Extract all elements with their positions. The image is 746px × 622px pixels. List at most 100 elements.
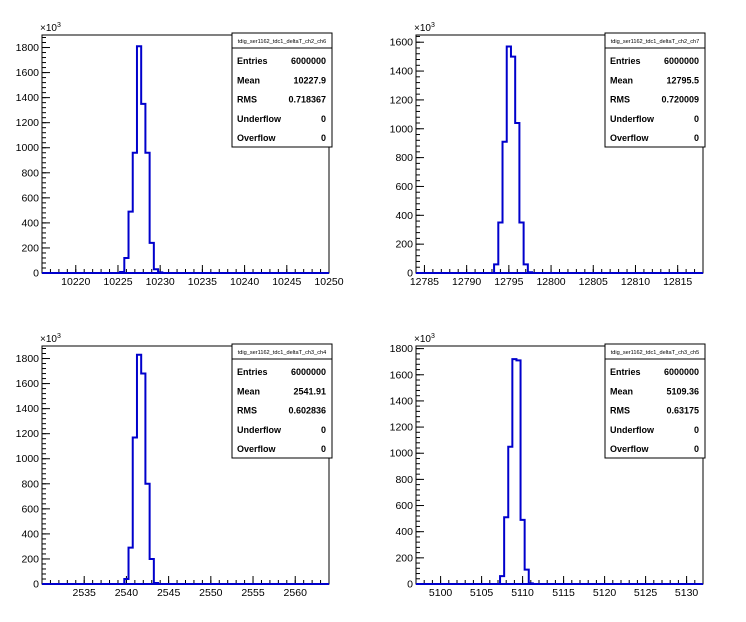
stats-label: RMS [610,406,630,416]
y-tick-label: 1000 [390,123,414,135]
histogram-bin [524,264,528,273]
histogram-bin [120,272,124,273]
y-exponent-label: ×103 [414,333,435,345]
y-tick-label: 0 [407,579,413,591]
y-tick-label: 1000 [390,448,414,460]
stats-value: 2541.91 [293,386,326,396]
x-tick-label: 10245 [272,276,301,288]
stats-label: RMS [237,95,257,105]
y-tick-label: 1600 [390,369,414,381]
x-tick-label: 12795 [494,276,523,288]
stats-value: 0.720009 [661,95,699,105]
histogram-bin [494,264,498,273]
histogram-bin [512,359,516,584]
histogram-bin [150,559,154,584]
y-tick-label: 800 [395,474,413,486]
stats-label: Mean [610,386,633,396]
x-tick-label: 5110 [511,587,534,599]
stats-label: Underflow [237,114,282,124]
x-tick-label: 12815 [663,276,692,288]
histogram-bin [129,212,133,273]
histogram-panel-4: 0 200 400 600 800 1000 1200 1400 1600 1800 5100 510… [390,333,706,599]
y-tick-label: 1400 [16,92,40,104]
x-tick-label: 2550 [199,587,223,599]
histogram-bin [507,47,511,273]
stats-value: 0 [321,133,326,143]
histogram-bin [154,583,158,584]
stats-label: Underflow [610,425,655,435]
y-tick-label: 1400 [16,403,40,415]
x-tick-label: 5130 [675,587,699,599]
histogram-bin [150,243,154,273]
histogram-bin [498,223,502,273]
histogram-bin [145,153,149,273]
y-tick-label: 600 [21,192,39,204]
histogram-bin [521,520,525,584]
y-tick-label: 600 [21,503,39,515]
y-tick-label: 0 [33,579,39,591]
x-tick-label: 2560 [284,587,308,599]
stats-box-frame [604,32,706,148]
stats-value: 10227.9 [293,75,326,85]
y-tick-label: 1600 [16,378,40,390]
histogram-bin [137,355,141,584]
x-tick-label: 2540 [115,587,139,599]
stats-value: 0 [694,133,699,143]
x-tick-label: 2535 [73,587,97,599]
stats-label: Overflow [610,133,650,143]
histogram-bin [141,104,145,273]
stats-value: 5109.36 [666,386,699,396]
y-exponent-label: ×103 [414,22,435,34]
y-tick-label: 1800 [390,343,414,355]
stats-title: tdig_ser1162_tdc1_deltaT_ch3_ch5 [611,350,700,356]
y-tick-label: 1600 [16,67,40,79]
stats-label: Mean [610,75,633,85]
stats-box-frame [231,343,333,459]
stats-label: Entries [237,56,268,66]
x-tick-label: 5115 [552,587,575,599]
y-tick-label: 800 [395,152,413,164]
histogram-bin [500,576,504,584]
y-tick-label: 600 [395,181,413,193]
histogram-bin [141,374,145,584]
x-tick-label: 5120 [593,587,617,599]
stats-value: 6000000 [291,56,326,66]
stats-box: tdig_ser1162_tdc1_deltaT_ch2_ch7 Entries 6… [604,32,706,148]
y-exponent-label: ×103 [40,333,61,345]
stats-value: 6000000 [664,367,699,377]
stats-title: tdig_ser1162_tdc1_deltaT_ch2_ch7 [611,39,700,45]
y-tick-label: 200 [21,553,39,565]
x-tick-label: 5105 [470,587,494,599]
stats-label: Mean [237,75,260,85]
y-tick-label: 600 [395,500,413,512]
stats-label: Mean [237,386,260,396]
histogram-panel-3: 0 200 400 600 800 1000 1200 1400 1600 1800 2535 254… [16,333,333,599]
x-tick-label: 10225 [103,276,132,288]
stats-value: 0 [694,444,699,454]
y-tick-label: 1400 [390,66,414,78]
y-tick-label: 0 [407,268,413,280]
stats-value: 0 [694,425,699,435]
stats-value: 0 [321,114,326,124]
histogram-panel-2: 0 200 400 600 800 1000 1200 1400 1600 12785 12790 1… [390,22,706,288]
stats-value: 0 [694,114,699,124]
stats-label: Overflow [237,444,277,454]
histogram-bin [525,570,529,584]
y-exponent-label: ×103 [40,22,61,34]
stats-label: Underflow [237,425,282,435]
x-tick-label: 5125 [634,587,658,599]
x-tick-label: 2555 [241,587,265,599]
y-tick-label: 200 [21,242,39,254]
stats-label: RMS [610,95,630,105]
x-tick-label: 10235 [188,276,217,288]
y-tick-label: 800 [21,167,39,179]
y-tick-label: 800 [21,478,39,490]
histogram-bin [519,223,523,273]
histogram-bin [158,272,162,273]
histogram-bin [145,484,149,584]
stats-box: tdig_ser1162_tdc1_deltaT_ch3_ch5 Entries 6… [604,343,706,459]
y-tick-label: 400 [395,210,413,222]
y-tick-label: 0 [33,268,39,280]
x-tick-label: 10250 [314,276,343,288]
